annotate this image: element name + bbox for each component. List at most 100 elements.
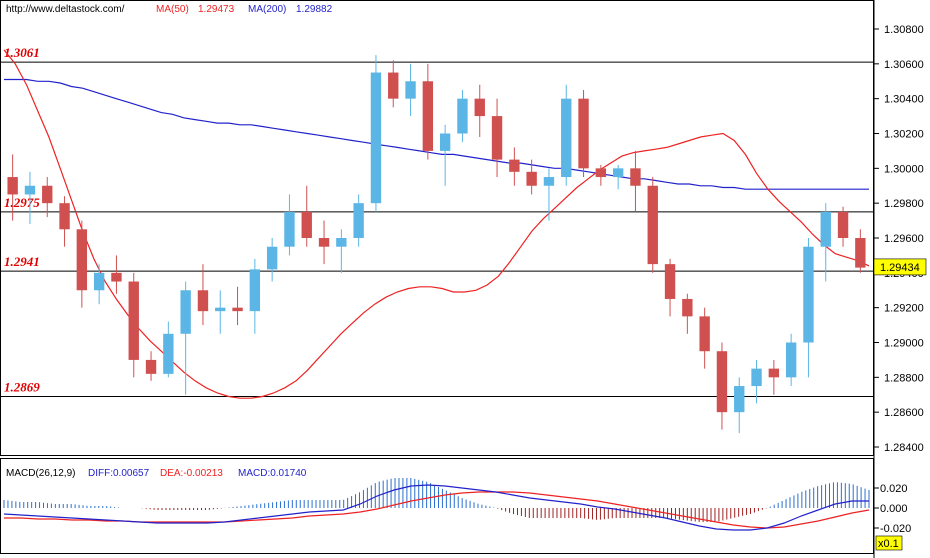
- candle: [128, 272, 139, 378]
- candle-body: [664, 264, 676, 299]
- price-tick-label: 1.30000: [884, 163, 924, 175]
- candle-body: [509, 159, 520, 172]
- candle: [803, 238, 814, 378]
- candle: [249, 258, 261, 334]
- level-label: 1.3061: [4, 45, 40, 60]
- macd-panel: MACD(26,12,9) DIFF:0.00657 DEA:-0.00213 …: [0, 458, 911, 554]
- candle-body: [215, 307, 226, 312]
- level-label: 1.2941: [4, 254, 40, 269]
- price-tick-label: 1.30400: [884, 94, 924, 106]
- ma50-polyline: [3, 49, 870, 399]
- candle-body: [457, 98, 468, 134]
- candle-body: [336, 238, 347, 247]
- candlesticks: [7, 55, 866, 434]
- candle-body: [734, 386, 745, 413]
- macd-diff-polyline: [3, 484, 869, 531]
- candle-body: [803, 246, 814, 343]
- candle: [353, 194, 364, 247]
- candle: [336, 229, 347, 273]
- candle: [734, 377, 745, 434]
- macd-diff-label: DIFF:0.00657: [88, 468, 150, 479]
- candle-body: [232, 307, 243, 312]
- candle-body: [699, 316, 710, 352]
- candle-body: [76, 229, 88, 291]
- last-price-tag: [873, 258, 927, 276]
- candle-body: [24, 185, 36, 195]
- price-tick-label: 1.29000: [884, 338, 924, 350]
- candle-body: [561, 98, 572, 178]
- candle: [630, 150, 641, 212]
- candle-body: [751, 368, 762, 387]
- price-axis: 1.30800 1.30600 1.30400 1.30200 1.30000 1.298…: [873, 0, 927, 558]
- ma50-value: 1.29473: [198, 4, 235, 15]
- scale-badge: [875, 535, 903, 551]
- candle-body: [128, 281, 139, 360]
- candle: [163, 321, 174, 378]
- candle: [612, 164, 624, 190]
- ma200-value: 1.29882: [296, 4, 333, 15]
- candle-body: [301, 211, 312, 238]
- candle: [474, 84, 485, 137]
- candle-body: [180, 290, 191, 334]
- candle-body: [716, 351, 728, 413]
- price-tick-label: 1.28400: [884, 442, 924, 454]
- price-tick-label: 1.30800: [884, 24, 924, 36]
- candle-body: [318, 238, 330, 247]
- candle: [24, 171, 36, 225]
- candle-body: [163, 333, 174, 374]
- macd-diff-line: [3, 484, 869, 531]
- price-tick-label: 1.29800: [884, 198, 924, 210]
- candle-body: [370, 72, 382, 204]
- candle-body: [284, 211, 295, 247]
- candle: [93, 264, 105, 305]
- candle: [370, 55, 382, 212]
- candle: [215, 290, 226, 334]
- ma200-label: MA(200): [248, 4, 286, 15]
- ma50-label: MA(50): [156, 4, 189, 15]
- candle-body: [388, 72, 399, 99]
- candle: [232, 286, 243, 326]
- macd-histogram: [3, 478, 870, 522]
- candle: [664, 258, 676, 317]
- candle-body: [526, 171, 537, 186]
- candle: [820, 203, 831, 282]
- candle-body: [111, 272, 122, 282]
- candle-body: [266, 246, 278, 270]
- candle: [266, 238, 278, 282]
- candle: [647, 177, 658, 273]
- price-tick-label: 1.28600: [884, 407, 924, 419]
- candle-body: [474, 98, 485, 117]
- macd-axis-ticks: 0.020 0.000 -0.020: [874, 483, 911, 535]
- level-label: 1.2869: [4, 379, 40, 394]
- price-tick-label: 1.30200: [884, 129, 924, 141]
- candle-body: [197, 290, 209, 312]
- candle-body: [785, 342, 797, 378]
- candle-body: [42, 185, 53, 204]
- candle: [682, 293, 693, 334]
- macd-tick-label: -0.020: [880, 523, 911, 535]
- candle: [439, 124, 451, 186]
- candle-body: [491, 116, 503, 160]
- candle-body: [837, 211, 849, 238]
- price-panel: 1.3061 1.2975 1.2941 1.2869: [0, 0, 874, 456]
- candle: [457, 89, 468, 143]
- source-url: http://www.deltastock.com/: [6, 4, 125, 15]
- candle: [751, 359, 762, 404]
- candle-body: [855, 238, 866, 268]
- macd-tick-label: 0.020: [880, 483, 908, 495]
- candle: [422, 63, 434, 160]
- candle-body: [59, 203, 70, 230]
- candle-body: [422, 81, 434, 151]
- candle: [561, 84, 572, 186]
- price-tick-label: 1.30600: [884, 59, 924, 71]
- candle: [76, 220, 88, 308]
- candle-body: [578, 98, 589, 169]
- candle: [509, 147, 520, 186]
- candle-body: [543, 177, 555, 186]
- chart-header: http://www.deltastock.com/ MA(50) 1.2947…: [6, 4, 333, 15]
- candle: [388, 60, 399, 108]
- support-resistance-levels: 1.3061 1.2975 1.2941 1.2869: [0, 45, 874, 397]
- candle: [59, 196, 70, 247]
